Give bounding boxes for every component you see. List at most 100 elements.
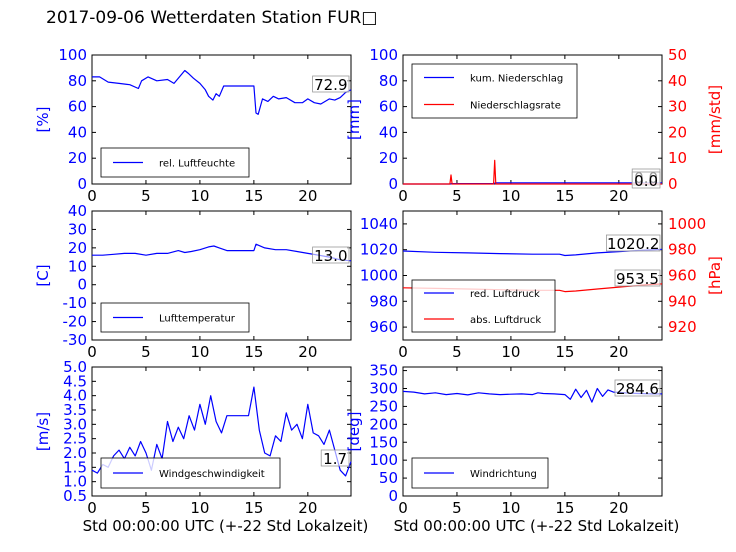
pressure-ytick-label: 1000	[360, 267, 398, 285]
winddirection-ytick-label: 350	[369, 362, 398, 380]
precipitation-ytick-label: 20	[379, 149, 398, 167]
humidity-xtick-label: 20	[298, 187, 317, 205]
windspeed-xtick-label: 20	[298, 499, 317, 517]
windspeed-ytick-label: 2.5	[63, 430, 87, 448]
temperature-xtick-label: 20	[298, 343, 317, 361]
temperature-xtick-label: 0	[87, 343, 97, 361]
temperature-ytick-label: 0	[77, 276, 87, 294]
temperature-ytick-label: -30	[63, 331, 88, 349]
pressure-ytick-label: 980	[369, 292, 398, 310]
windspeed-xlabel: Std 00:00:00 UTC (+-22 Std Lokalzeit)	[83, 517, 369, 535]
temperature-last-value-label: 13.0	[314, 247, 347, 265]
precipitation-ytick-right-label: 50	[668, 46, 687, 64]
winddirection-xlabel: Std 00:00:00 UTC (+-22 Std Lokalzeit)	[394, 517, 680, 535]
temperature-ytick-label: -10	[63, 294, 88, 312]
precipitation-ytick-label: 100	[369, 46, 398, 64]
winddirection-xtick-label: 20	[609, 499, 628, 517]
precipitation-ytick-right-label: 10	[668, 149, 687, 167]
pressure-last-value-label-right-box	[614, 269, 661, 287]
winddirection-last-value-label: 284.6	[616, 380, 659, 398]
temperature-xtick-label: 10	[190, 343, 209, 361]
pressure-ytick-label: 960	[369, 318, 398, 336]
winddirection-ylabel: [deg]	[345, 412, 363, 452]
humidity-ytick-label: 20	[68, 149, 87, 167]
windspeed-ytick-label: 2.0	[63, 444, 87, 462]
precipitation-xtick-label: 10	[501, 187, 520, 205]
precipitation-series-line-1	[403, 159, 662, 185]
windspeed-ytick-label: 0.5	[63, 487, 87, 505]
humidity-legend-label-0: rel. Luftfeuchte	[159, 159, 235, 170]
pressure-legend-frame	[411, 279, 556, 333]
precipitation-ytick-right-label: 40	[668, 72, 687, 90]
humidity-last-value-label: 72.9	[314, 76, 347, 94]
winddirection-xtick-label: 5	[452, 499, 462, 517]
humidity-ytick-label: 40	[68, 123, 87, 141]
windspeed-ytick-label: 3.0	[63, 415, 87, 433]
precipitation-ytick-label: 40	[379, 123, 398, 141]
temperature-plot-frame	[91, 210, 352, 341]
windspeed-ytick-label: 1.5	[63, 458, 87, 476]
precipitation-ylabel-right: [mm/std]	[706, 85, 724, 154]
humidity-xtick-label: 5	[141, 187, 151, 205]
precipitation-ytick-label: 80	[379, 72, 398, 90]
winddirection-series-line-0	[402, 387, 662, 403]
precipitation-ytick-label: 60	[379, 98, 398, 116]
pressure-ytick-right-label: 1000	[668, 215, 706, 233]
humidity-ytick-label: 100	[58, 46, 87, 64]
windspeed-xtick-label: 5	[141, 499, 151, 517]
humidity-ytick-label: 60	[68, 98, 87, 116]
precipitation-legend-label-0: kum. Niederschlag	[470, 74, 563, 85]
winddirection-xtick-label: 0	[398, 499, 408, 517]
precipitation-ylabel: [mm]	[345, 99, 363, 140]
winddirection-ytick-label: 50	[379, 469, 398, 487]
pressure-last-value-label: 1020.2	[607, 235, 660, 253]
winddirection-ytick-label: 150	[369, 433, 398, 451]
pressure-ylabel-right: [hPa]	[706, 256, 724, 295]
pressure-xtick-label: 15	[555, 343, 574, 361]
windspeed-ytick-label: 5.0	[63, 358, 87, 376]
precipitation-legend-frame	[411, 63, 578, 119]
temperature-series-line-0	[92, 243, 352, 262]
temperature-ytick-label: 20	[68, 239, 87, 257]
humidity-xtick-label: 15	[244, 187, 263, 205]
pressure-xtick-label: 20	[609, 343, 628, 361]
windspeed-xtick-label: 10	[190, 499, 209, 517]
winddirection-ytick-label: 200	[369, 415, 398, 433]
windspeed-ytick-label: 4.0	[63, 387, 87, 405]
windspeed-ytick-label: 3.5	[63, 401, 87, 419]
temperature-legend-label-0: Lufttemperatur	[159, 314, 236, 325]
windspeed-series-line-0	[91, 386, 352, 477]
windspeed-last-value-label: 1.7	[323, 450, 347, 468]
humidity-ytick-label: 80	[68, 72, 87, 90]
humidity-xtick-label: 10	[190, 187, 209, 205]
winddirection-ytick-label: 100	[369, 451, 398, 469]
winddirection-ytick-label: 300	[369, 380, 398, 398]
windspeed-ylabel: [m/s]	[34, 412, 52, 451]
winddirection-legend-label-0: Windrichtung	[470, 469, 537, 480]
windspeed-legend-frame	[100, 457, 281, 489]
winddirection-plot-frame	[402, 366, 663, 497]
precipitation-legend-label-1: Niederschlagsrate	[470, 101, 561, 112]
pressure-ytick-right-label: 980	[668, 241, 697, 259]
pressure-xtick-label: 5	[452, 343, 462, 361]
precipitation-xtick-label: 5	[452, 187, 462, 205]
temperature-ytick-label: -20	[63, 313, 88, 331]
windspeed-last-value-label-box	[320, 449, 350, 467]
pressure-xtick-label: 0	[398, 343, 408, 361]
pressure-ytick-label: 1020	[360, 241, 398, 259]
pressure-last-value-label-right: 953.5	[616, 270, 659, 288]
pressure-ytick-label: 1040	[360, 215, 398, 233]
temperature-ytick-label: 40	[68, 202, 87, 220]
temperature-xtick-label: 5	[141, 343, 151, 361]
winddirection-ytick-label: 0	[388, 487, 398, 505]
windspeed-legend-label-0: Windgeschwindigkeit	[159, 469, 265, 480]
windspeed-xtick-label: 0	[87, 499, 97, 517]
temperature-xtick-label: 15	[244, 343, 263, 361]
windspeed-ytick-label: 1.0	[63, 473, 87, 491]
windspeed-xtick-label: 15	[244, 499, 263, 517]
winddirection-xtick-label: 10	[501, 499, 520, 517]
precipitation-last-value-label-right: 0.0	[634, 172, 658, 190]
temperature-last-value-label-box	[312, 246, 350, 264]
humidity-ylabel: [%]	[34, 107, 52, 133]
winddirection-last-value-label-box	[614, 379, 661, 397]
